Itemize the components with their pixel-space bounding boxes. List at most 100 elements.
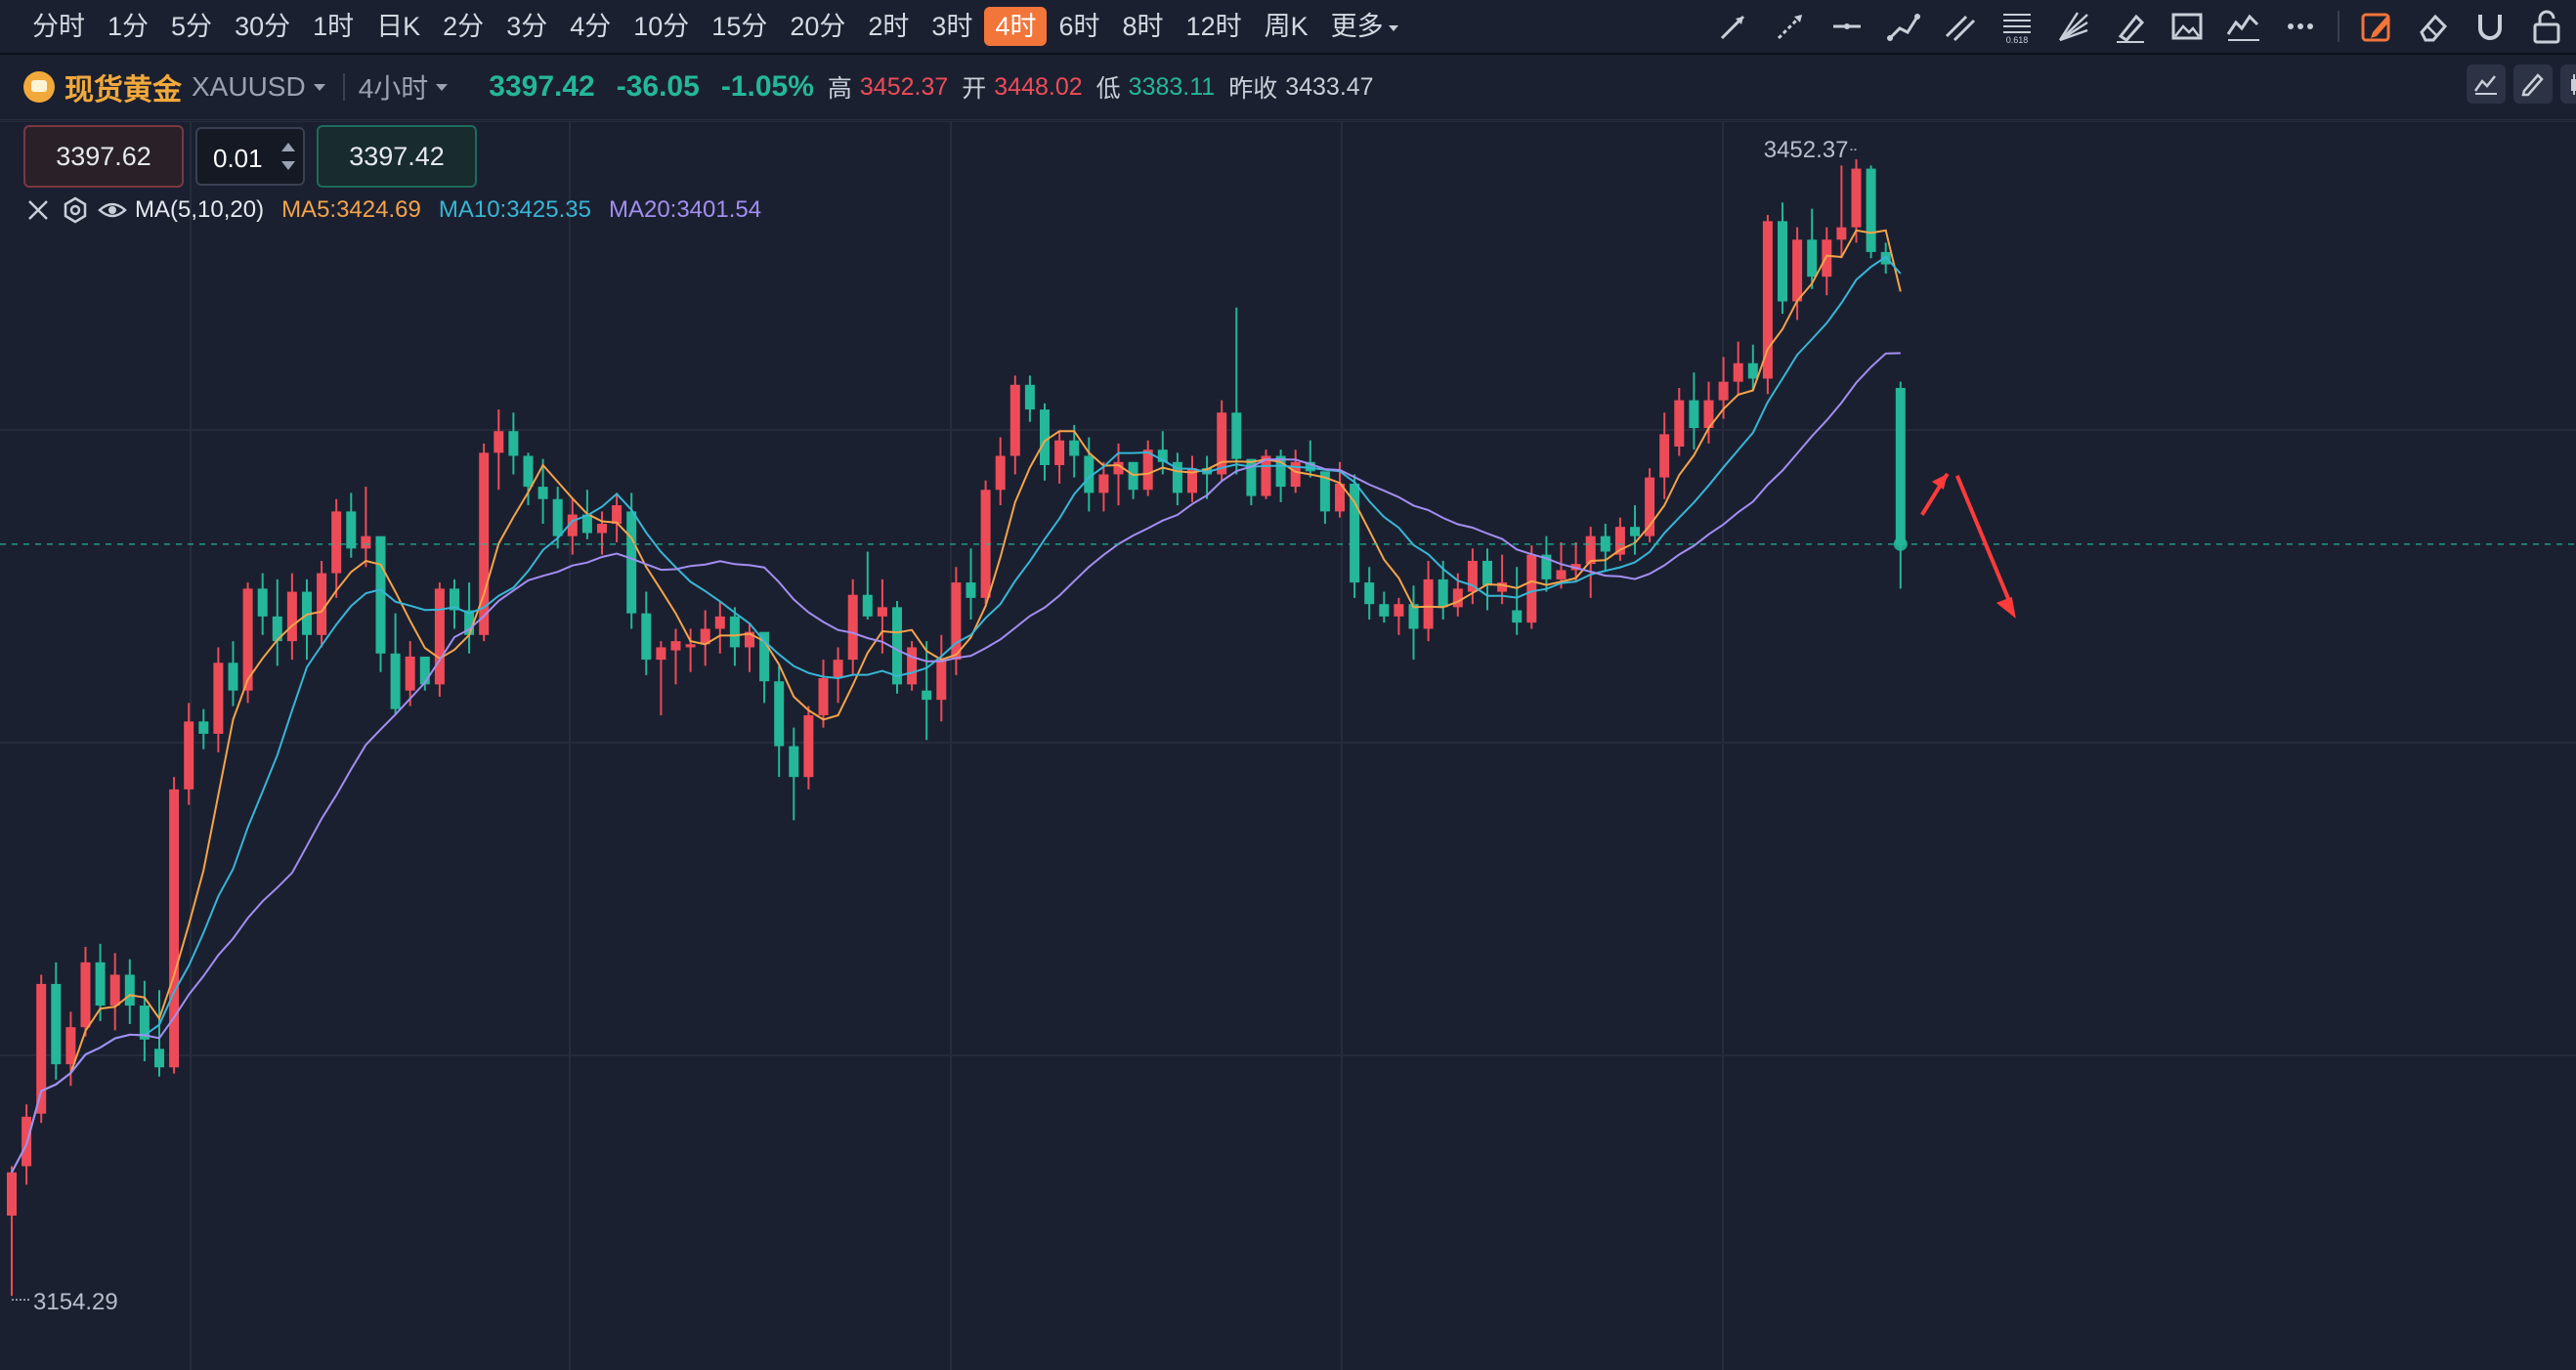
- candle-body[interactable]: [302, 591, 312, 635]
- candle-body[interactable]: [1836, 227, 1847, 240]
- candle-body[interactable]: [1807, 239, 1818, 278]
- candle-body[interactable]: [1718, 381, 1729, 401]
- buy-button[interactable]: 3397.42: [317, 125, 477, 188]
- quantity-value[interactable]: 0.01: [213, 144, 263, 173]
- candle-body[interactable]: [1556, 570, 1567, 579]
- candle-body[interactable]: [1645, 477, 1655, 536]
- candle-body[interactable]: [1231, 412, 1242, 459]
- candle-body[interactable]: [966, 582, 976, 598]
- candle-body[interactable]: [1098, 474, 1109, 493]
- decrement-icon[interactable]: [281, 161, 295, 170]
- fibonacci-icon[interactable]: 0.618: [1997, 7, 2037, 46]
- candle-body[interactable]: [257, 588, 268, 617]
- candle-body[interactable]: [65, 1027, 76, 1065]
- candle-body[interactable]: [331, 511, 342, 574]
- candle-body[interactable]: [1084, 455, 1095, 493]
- candle-body[interactable]: [1275, 455, 1286, 488]
- candle-body[interactable]: [862, 594, 873, 617]
- candle-body[interactable]: [1630, 527, 1640, 536]
- candle-body[interactable]: [714, 616, 725, 629]
- candle-body[interactable]: [1054, 440, 1065, 465]
- candle-body[interactable]: [995, 455, 1006, 491]
- candle-body[interactable]: [1497, 582, 1508, 592]
- candlestick-chart[interactable]: 3452.37 3154.29: [0, 121, 2576, 1370]
- candle-body[interactable]: [597, 524, 607, 534]
- candle-body[interactable]: [685, 644, 696, 648]
- interval-tab[interactable]: 30分: [235, 12, 291, 41]
- instrument-name[interactable]: 现货黄金: [64, 74, 182, 107]
- candle-body[interactable]: [1024, 384, 1035, 410]
- candle-body[interactable]: [1261, 455, 1271, 496]
- candle-body[interactable]: [700, 628, 710, 645]
- candle-body[interactable]: [272, 616, 282, 642]
- interval-tab[interactable]: 20分: [790, 12, 846, 41]
- candle-body[interactable]: [1305, 461, 1315, 472]
- candle-body[interactable]: [95, 962, 106, 1006]
- candle-body[interactable]: [1895, 387, 1906, 546]
- candle-body[interactable]: [109, 974, 120, 1006]
- candle-body[interactable]: [951, 582, 962, 661]
- candle-body[interactable]: [1009, 384, 1020, 456]
- edit-drawing-icon[interactable]: [2513, 64, 2553, 104]
- candlestick-type-icon[interactable]: [2560, 64, 2576, 104]
- candle-body[interactable]: [1319, 471, 1330, 512]
- candle-body[interactable]: [833, 660, 843, 679]
- more-icon[interactable]: [2281, 7, 2320, 46]
- candle-body[interactable]: [494, 431, 504, 453]
- candle-body[interactable]: [1792, 239, 1803, 302]
- candle-body[interactable]: [1438, 578, 1448, 608]
- candle-body[interactable]: [198, 721, 209, 734]
- candle-body[interactable]: [169, 789, 180, 1068]
- candle-body[interactable]: [1157, 450, 1168, 462]
- candle-body[interactable]: [847, 594, 858, 661]
- horizontal-line-icon[interactable]: [1827, 7, 1867, 46]
- magnet-icon[interactable]: [2470, 7, 2510, 46]
- visibility-eye-icon[interactable]: [98, 195, 127, 225]
- candle-body[interactable]: [1866, 168, 1876, 252]
- candle-body[interactable]: [346, 511, 357, 549]
- candle-body[interactable]: [877, 607, 887, 617]
- candle-body[interactable]: [552, 498, 563, 536]
- candle-body[interactable]: [1822, 239, 1832, 278]
- candle-body[interactable]: [1364, 582, 1375, 605]
- candle-body[interactable]: [1512, 610, 1523, 623]
- chart-canvas[interactable]: 3452.37 3154.29: [0, 121, 2576, 1370]
- candle-body[interactable]: [124, 974, 135, 1006]
- brush-icon[interactable]: [2111, 7, 2150, 46]
- parallel-channel-icon[interactable]: [1941, 7, 1980, 46]
- interval-tab[interactable]: 周K: [1264, 12, 1309, 41]
- candle-body[interactable]: [390, 653, 401, 709]
- interval-tab[interactable]: 3时: [931, 12, 973, 41]
- candle-body[interactable]: [1614, 527, 1625, 555]
- candle-body[interactable]: [36, 983, 47, 1114]
- candle-body[interactable]: [1600, 535, 1610, 552]
- candle-body[interactable]: [1040, 409, 1050, 465]
- candle-body[interactable]: [213, 663, 224, 734]
- candle-body[interactable]: [729, 616, 740, 648]
- candle-body[interactable]: [626, 511, 637, 614]
- candle-body[interactable]: [375, 535, 386, 654]
- candle-body[interactable]: [139, 1006, 150, 1040]
- period-selector[interactable]: 4小时: [358, 73, 429, 104]
- interval-tab[interactable]: 12时: [1185, 12, 1242, 41]
- candle-body[interactable]: [922, 690, 932, 701]
- interval-tab[interactable]: 5分: [171, 12, 213, 41]
- candle-body[interactable]: [745, 631, 754, 648]
- candle-body[interactable]: [537, 487, 548, 499]
- ray-icon[interactable]: [1771, 7, 1810, 46]
- candle-body[interactable]: [1408, 604, 1419, 629]
- interval-tab[interactable]: 1分: [107, 12, 150, 41]
- draw-mode-icon[interactable]: [2357, 7, 2396, 46]
- image-icon[interactable]: [2168, 7, 2207, 46]
- candle-body[interactable]: [1778, 221, 1787, 302]
- wave-icon[interactable]: [2224, 7, 2263, 46]
- candle-body[interactable]: [1851, 168, 1862, 228]
- interval-tab[interactable]: 分时: [32, 12, 85, 41]
- candle-body[interactable]: [774, 681, 785, 747]
- candle-body[interactable]: [1482, 560, 1492, 586]
- trend-line-icon[interactable]: [1714, 7, 1753, 46]
- interval-tab[interactable]: 更多: [1320, 7, 1409, 46]
- increment-icon[interactable]: [281, 143, 295, 151]
- candle-body[interactable]: [508, 431, 519, 456]
- candle-body[interactable]: [1379, 604, 1390, 617]
